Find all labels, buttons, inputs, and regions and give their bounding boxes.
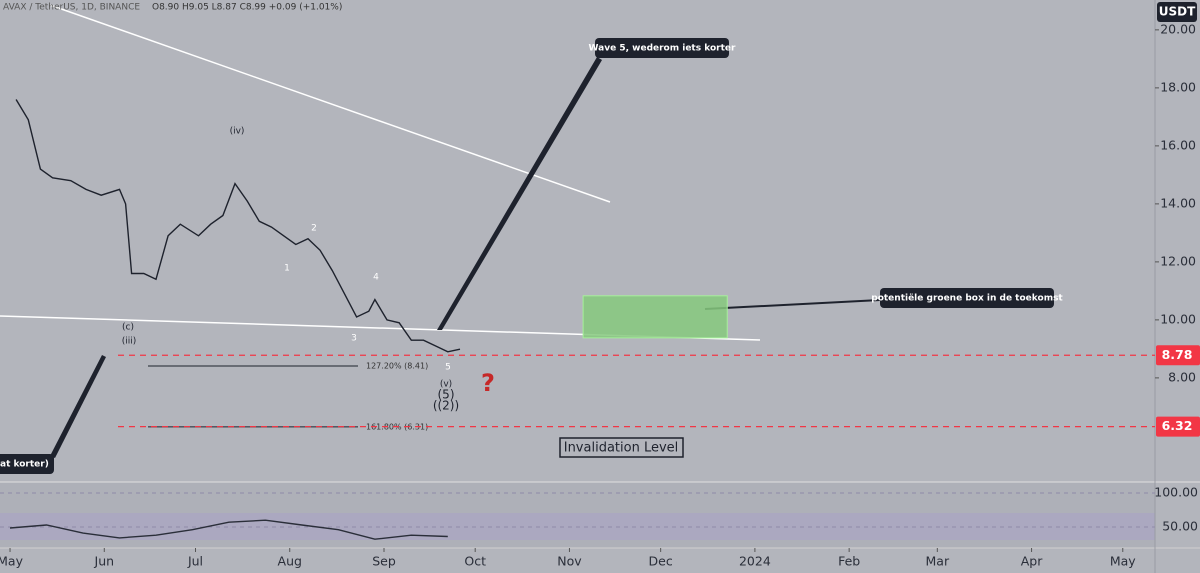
x-tick-label: Jul bbox=[187, 554, 203, 569]
x-tick-label: Nov bbox=[557, 554, 582, 569]
y-tick-label: 12.00 bbox=[1160, 253, 1196, 268]
target-box bbox=[582, 295, 728, 339]
x-tick-label: Sep bbox=[372, 554, 396, 569]
x-tick-label: Aug bbox=[278, 554, 302, 569]
callout-text: potentiële groene box in de toekomst bbox=[871, 294, 1063, 304]
trendline bbox=[49, 4, 611, 203]
callout bbox=[0, 454, 54, 474]
price-label: 8.78 bbox=[1162, 347, 1193, 362]
currency: USDT bbox=[1159, 5, 1196, 19]
y-tick-label: 18.00 bbox=[1160, 79, 1196, 94]
wave-label: 2 bbox=[311, 224, 317, 234]
y-tick-label: 14.00 bbox=[1160, 195, 1196, 210]
callout-pointer bbox=[437, 57, 602, 330]
wave-label: (5) bbox=[438, 388, 455, 402]
fib-label: 127.20% (8.41) bbox=[366, 361, 428, 370]
x-tick-label: May bbox=[0, 554, 24, 569]
callout-text: at korter) bbox=[0, 460, 49, 470]
x-tick-label: Apr bbox=[1021, 554, 1043, 569]
x-tick-label: Dec bbox=[649, 554, 673, 569]
x-tick-label: Mar bbox=[926, 554, 950, 569]
y-tick-label: 8.00 bbox=[1168, 369, 1196, 384]
wave-label: 4 bbox=[373, 273, 379, 283]
callout-pointer bbox=[704, 299, 881, 310]
x-tick-label: Feb bbox=[838, 554, 860, 569]
callout-pointer bbox=[50, 355, 106, 458]
price-badge bbox=[1156, 416, 1200, 437]
wave-label: 5 bbox=[445, 363, 451, 373]
x-tick-label: May bbox=[1110, 554, 1136, 569]
price-label: 6.32 bbox=[1162, 418, 1193, 433]
callout-text: Wave 5, wederom iets korter bbox=[589, 44, 736, 54]
wave-label: (v) bbox=[440, 380, 452, 390]
wave-label: 3 bbox=[351, 334, 357, 344]
currency-badge bbox=[1157, 2, 1197, 22]
x-tick-label: 2024 bbox=[739, 554, 771, 569]
callout bbox=[595, 38, 729, 58]
ohlc: O8.90 H9.05 L8.87 C8.99 +0.09 (+1.01%) bbox=[152, 3, 342, 13]
price-line-series bbox=[15, 99, 461, 353]
wave-label: 1 bbox=[284, 264, 290, 274]
price-badge bbox=[1156, 345, 1200, 366]
label-box bbox=[559, 437, 684, 458]
wave-label: (c) bbox=[122, 323, 134, 333]
rsi-tick-label: 50.00 bbox=[1162, 518, 1198, 533]
rsi-tick-label: 100.00 bbox=[1154, 485, 1198, 500]
rsi-line bbox=[9, 519, 448, 540]
y-tick-label: 20.00 bbox=[1160, 21, 1196, 36]
callout bbox=[880, 288, 1054, 308]
wave-label: (iii) bbox=[122, 337, 137, 347]
x-tick-label: Jun bbox=[94, 554, 115, 569]
y-tick-label: 10.00 bbox=[1160, 311, 1196, 326]
symbol: AVAX / TetherUS, 1D, BINANCE bbox=[3, 3, 140, 13]
invalidation-label: Invalidation Level bbox=[564, 441, 679, 456]
question-mark: ? bbox=[481, 369, 495, 397]
x-tick-label: Oct bbox=[464, 554, 486, 569]
y-tick-label: 16.00 bbox=[1160, 137, 1196, 152]
wave-label: ((2)) bbox=[433, 399, 459, 413]
wave-label: (iv) bbox=[230, 127, 245, 137]
